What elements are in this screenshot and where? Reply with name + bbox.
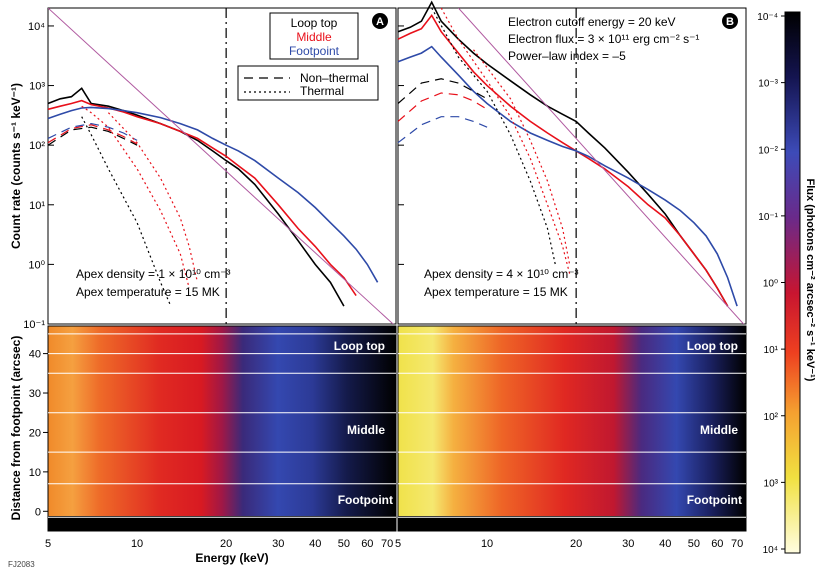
heatmap-a-footpoint-band (48, 516, 396, 531)
heatmap-a (47, 325, 397, 532)
x-tick-label-a: 30 (272, 538, 284, 550)
y-axis-title-bottom: Distance from footpoint (arcsec) (9, 336, 23, 521)
chart-a-series-loop-top (47, 87, 345, 307)
chart-a-series-middle (47, 99, 357, 297)
chart-b-series-footpoint (397, 45, 738, 307)
x-tick-label-b: 20 (570, 538, 582, 550)
heatmap-b (397, 325, 747, 532)
chart-b-series-middle-thermal (440, 7, 571, 274)
chart-a-series-loop-top-thermal (81, 116, 172, 307)
annot-b-flux: Electron flux = 3 × 10¹¹ erg cm⁻² s⁻¹ (508, 32, 699, 46)
colorbar-tick-label: 10² (764, 412, 779, 423)
colorbar-label: Flux (photons cm⁻² arcsec⁻² s⁻¹ keV⁻¹) (804, 179, 816, 382)
colorbar-tick-label: 10⁴ (763, 545, 778, 556)
badge-b-label: B (726, 16, 734, 28)
map-a-y-tick-label: 20 (29, 427, 41, 439)
legend-nonthermal: Non–thermal (300, 71, 369, 85)
chart-b-series-loop-top-non-thermal (397, 78, 488, 104)
legend-thermal: Thermal (300, 84, 344, 98)
chart-b-series-power-law (458, 8, 745, 324)
legend-box-styles (237, 65, 379, 101)
map-a-label-loop-top: Loop top (334, 339, 385, 353)
badge-a-label: A (376, 16, 384, 28)
map-a-label-footpoint: Footpoint (338, 493, 393, 507)
map-a-y-tick-label: 40 (29, 349, 41, 361)
annot-a-temp: Apex temperature = 15 MK (76, 285, 220, 299)
chart-a-series-power-law (48, 8, 394, 324)
x-tick-label-b: 30 (622, 538, 634, 550)
x-tick-label-b: 5 (395, 538, 401, 550)
colorbar-ticks: 10⁻⁴ 10⁻³ 10⁻² 10⁻¹ 10⁰ 10¹ 10² 10³ 10⁴ (757, 12, 785, 556)
chart-b-series-footpoint-thermal (473, 49, 571, 265)
colorbar-tick-label: 10³ (764, 478, 779, 489)
legend-box-colors (269, 12, 359, 60)
chart-b-series-middle (397, 13, 729, 307)
colorbar-tick-label: 10¹ (764, 345, 779, 356)
chart-a-y-tick-label: 10⁰ (28, 259, 45, 271)
spectrum-chart-a: 10⁻¹ 10⁰ 10¹ 10² 10³ 10⁴ (23, 8, 394, 331)
colorbar-tick-label: 10⁰ (763, 279, 778, 290)
annot-b-index: Power–law index = –5 (508, 49, 626, 63)
chart-a-series-footpoint-non-thermal (47, 122, 138, 141)
colorbar-tick-label: 10⁻² (758, 145, 778, 156)
x-tick-label-a: 20 (220, 538, 232, 550)
chart-a-y-tick-label: 10⁻¹ (23, 319, 45, 331)
legend-middle: Middle (296, 30, 332, 44)
map-a-y-tick-label: 0 (35, 506, 41, 518)
x-tick-label-b: 50 (688, 538, 700, 550)
colorbar-tick-label: 10⁻¹ (758, 212, 778, 223)
x-tick-label-b: 60 (711, 538, 723, 550)
x-axis-title: Energy (keV) (195, 551, 268, 565)
chart-b-series-loop-top-thermal (431, 7, 556, 265)
x-tick-label-b: 70 (731, 538, 743, 550)
annot-a-density: Apex density = 1 × 10¹⁰ cm⁻³ (76, 267, 231, 281)
chart-a-series-footpoint-thermal (107, 112, 199, 283)
x-tick-label-b: 40 (659, 538, 671, 550)
legend-loop-top: Loop top (291, 16, 338, 30)
x-tick-label-a: 10 (131, 538, 143, 550)
x-tick-label-a: 70 (381, 538, 393, 550)
y-axis-title-top: Count rate (counts s⁻¹ keV⁻¹) (9, 83, 23, 249)
chart-a-y-tick-label: 10¹ (29, 200, 45, 212)
badge-b (722, 13, 738, 29)
figure-id: FJ2083 (8, 560, 35, 569)
map-a-y-tick-label: 30 (29, 388, 41, 400)
chart-a-y-tick-label: 10³ (29, 81, 45, 93)
chart-a-y-tick-label: 10⁴ (28, 21, 45, 33)
x-tick-label-a: 40 (309, 538, 321, 550)
chart-b-series-middle-non-thermal (397, 92, 488, 122)
annot-b-temp: Apex temperature = 15 MK (424, 285, 568, 299)
chart-a-y-tick-label: 10² (29, 140, 45, 152)
map-a-label-middle: Middle (347, 423, 385, 437)
heatmap-b-footpoint-band (398, 516, 746, 531)
x-tick-label-b: 10 (481, 538, 493, 550)
colorbar-tick-label: 10⁻⁴ (757, 12, 778, 23)
x-tick-label-a: 50 (338, 538, 350, 550)
chart-a-series-footpoint (47, 106, 379, 283)
map-b-label-middle: Middle (700, 423, 738, 437)
colorbar (784, 11, 801, 554)
legend-footpoint: Footpoint (289, 44, 340, 58)
panel-b-frame (397, 7, 747, 325)
x-tick-label-a: 5 (45, 538, 51, 550)
chart-a-series-loop-top-non-thermal (47, 126, 138, 146)
chart-a-series-middle-non-thermal (47, 124, 138, 145)
map-a-y-tick-label: 10 (29, 467, 41, 479)
badge-a (372, 13, 388, 29)
colorbar-tick-label: 10⁻³ (758, 79, 778, 90)
annot-b-cutoff: Electron cutoff energy = 20 keV (508, 15, 676, 29)
chart-a-series-middle-thermal (81, 105, 190, 289)
x-tick-label-a: 60 (361, 538, 373, 550)
spectrum-chart-b (397, 0, 745, 325)
map-b-label-footpoint: Footpoint (687, 493, 742, 507)
annot-b-density: Apex density = 4 × 10¹⁰ cm⁻³ (424, 267, 579, 281)
map-b-label-loop-top: Loop top (687, 339, 738, 353)
